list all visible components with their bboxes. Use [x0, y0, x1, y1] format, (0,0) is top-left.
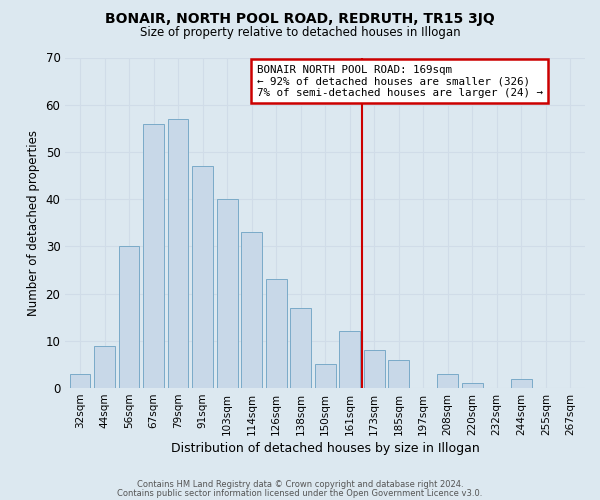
- Text: BONAIR, NORTH POOL ROAD, REDRUTH, TR15 3JQ: BONAIR, NORTH POOL ROAD, REDRUTH, TR15 3…: [105, 12, 495, 26]
- Bar: [388, 360, 409, 388]
- X-axis label: Distribution of detached houses by size in Illogan: Distribution of detached houses by size …: [171, 442, 479, 455]
- Bar: [290, 308, 311, 388]
- Bar: [511, 378, 532, 388]
- Text: BONAIR NORTH POOL ROAD: 169sqm
← 92% of detached houses are smaller (326)
7% of : BONAIR NORTH POOL ROAD: 169sqm ← 92% of …: [257, 64, 542, 98]
- Bar: [217, 199, 238, 388]
- Bar: [266, 280, 287, 388]
- Bar: [462, 384, 482, 388]
- Text: Size of property relative to detached houses in Illogan: Size of property relative to detached ho…: [140, 26, 460, 39]
- Bar: [241, 232, 262, 388]
- Y-axis label: Number of detached properties: Number of detached properties: [27, 130, 40, 316]
- Bar: [119, 246, 139, 388]
- Bar: [143, 124, 164, 388]
- Bar: [364, 350, 385, 388]
- Text: Contains public sector information licensed under the Open Government Licence v3: Contains public sector information licen…: [118, 488, 482, 498]
- Bar: [315, 364, 335, 388]
- Bar: [70, 374, 91, 388]
- Text: Contains HM Land Registry data © Crown copyright and database right 2024.: Contains HM Land Registry data © Crown c…: [137, 480, 463, 489]
- Bar: [192, 166, 213, 388]
- Bar: [167, 119, 188, 388]
- Bar: [339, 332, 360, 388]
- Bar: [94, 346, 115, 388]
- Bar: [437, 374, 458, 388]
